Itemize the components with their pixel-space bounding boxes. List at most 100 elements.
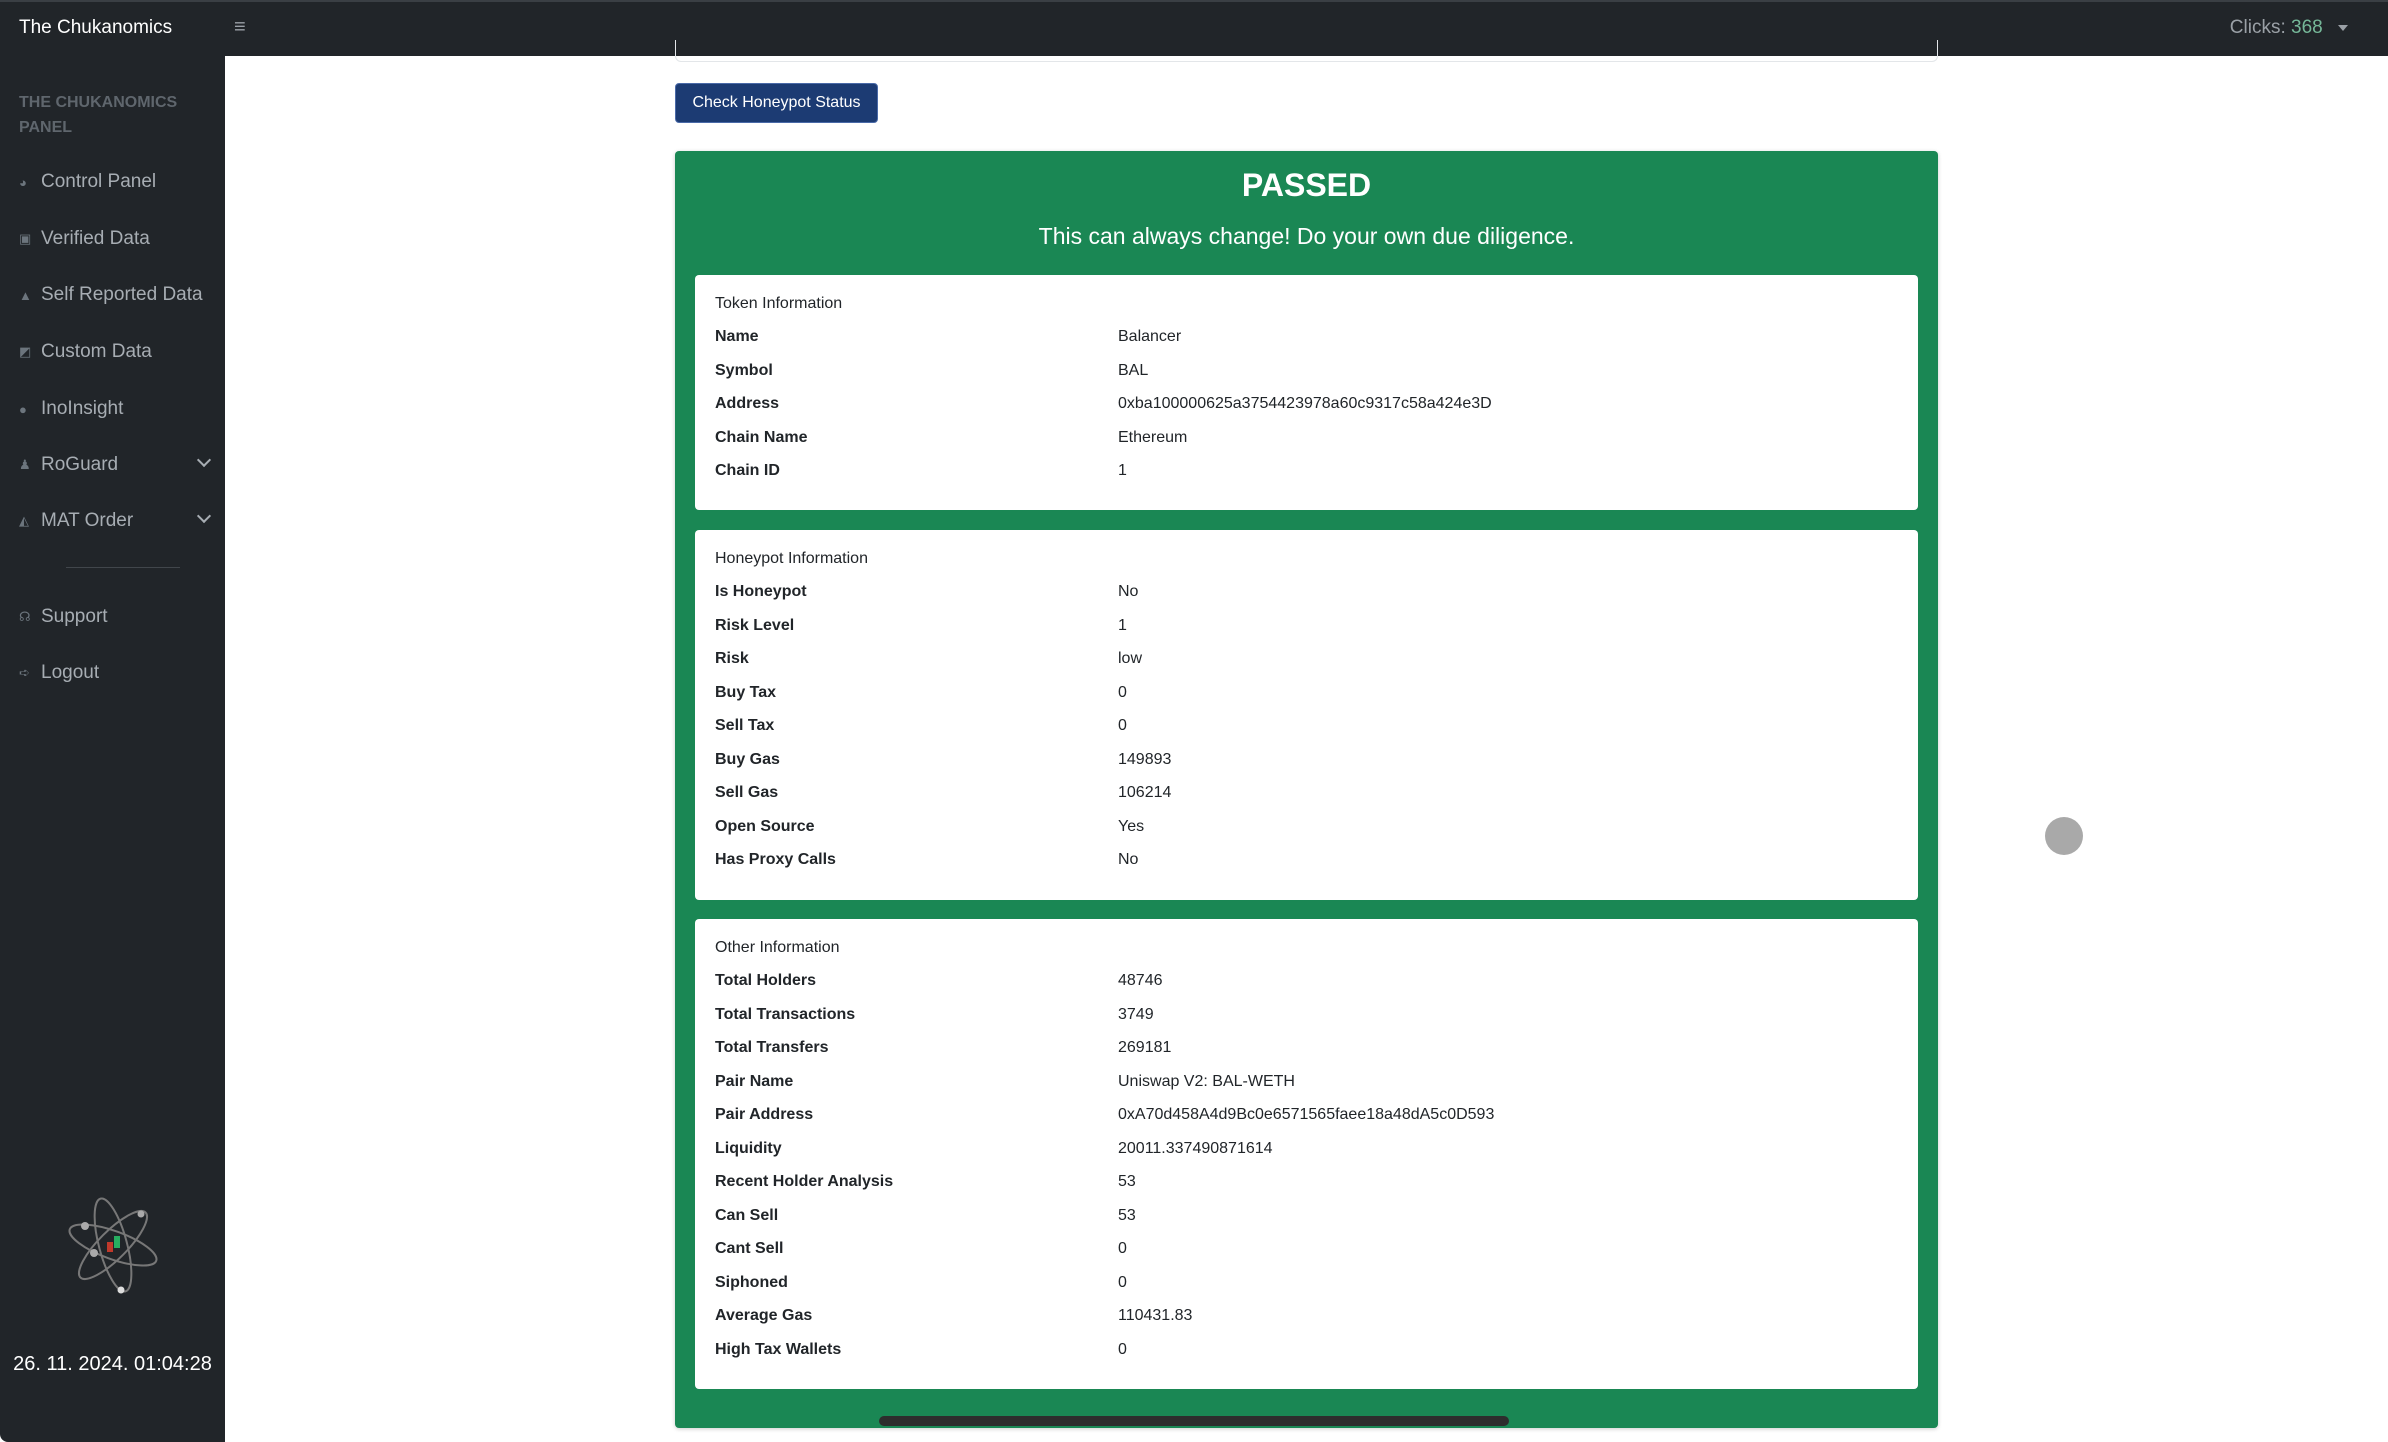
row-label: Siphoned [715, 1273, 788, 1291]
row-label: Cant Sell [715, 1240, 784, 1257]
info-row: Chain Name Ethereum [715, 421, 1898, 455]
info-row: Sell Tax 0 [715, 709, 1898, 743]
row-value: 20011.337490871614 [1118, 1139, 1273, 1157]
card-title: Token Information [715, 295, 843, 312]
info-row: Pair Name Uniswap V2: BAL-WETH [715, 1065, 1898, 1099]
row-label: Can Sell [715, 1206, 779, 1224]
sidebar-item-label: Verified Data [41, 228, 150, 249]
row-value: No [1118, 851, 1139, 868]
row-value: 3749 [1118, 1005, 1154, 1023]
row-label: Sell Tax [715, 717, 775, 734]
row-label: Total Transfers [715, 1039, 829, 1056]
logout-icon: ➪ [19, 665, 30, 680]
info-row: High Tax Wallets 0 [715, 1333, 1898, 1367]
dashboard-icon: ◕ [19, 174, 27, 190]
info-row: Chain ID 1 [715, 454, 1898, 488]
row-value: 53 [1118, 1173, 1136, 1190]
status-subtitle: This can always change! Do your own due … [1038, 223, 1575, 249]
info-row: Risk Level 1 [715, 609, 1898, 643]
info-row: Siphoned 0 [715, 1266, 1898, 1300]
sidebar-item-roguard[interactable]: ♟ RoGuard [19, 445, 212, 485]
sidebar-item-label: MAT Order [41, 510, 134, 531]
row-label: Liquidity [715, 1139, 782, 1157]
caret-down-icon [2338, 24, 2348, 31]
row-label: Pair Address [715, 1106, 814, 1123]
sidebar-item-self-reported-data[interactable]: ▲ Self Reported Data [19, 275, 209, 315]
card-title: Other Information [715, 939, 840, 956]
row-label: Pair Name [715, 1072, 794, 1090]
sidebar-item-control-panel[interactable]: ◕ Control Panel [19, 162, 209, 202]
row-value: 106214 [1118, 784, 1172, 801]
row-value: 0xA70d458A4d9Bc0e6571565faee18a48dA5c0D5… [1118, 1106, 1495, 1123]
info-row: Has Proxy Calls No [715, 843, 1898, 877]
info-row: Cant Sell 0 [715, 1232, 1898, 1266]
clicks-value: 368 [2291, 17, 2323, 38]
row-label: Name [715, 328, 759, 345]
row-label: Has Proxy Calls [715, 851, 836, 868]
row-value: 110431.83 [1118, 1307, 1193, 1324]
sidebar-item-support[interactable]: ☊ Support [19, 597, 209, 637]
row-value: Ethereum [1118, 428, 1188, 446]
row-label: Is Honeypot [715, 583, 807, 600]
input-card [675, 40, 1938, 62]
sidebar-item-custom-data[interactable]: ◩ Custom Data [19, 332, 209, 372]
datetime-display: 26. 11. 2024. 01:04:28 [13, 1353, 212, 1375]
info-row: Average Gas 110431.83 [715, 1299, 1898, 1333]
check-square-icon: ▣ [19, 231, 32, 246]
row-label: Average Gas [715, 1307, 813, 1324]
info-row: Name Balancer [715, 320, 1898, 354]
info-row: Address 0xba100000625a3754423978a60c9317c… [715, 387, 1898, 421]
sidebar-item-logout[interactable]: ➪ Logout [19, 653, 209, 693]
row-label: Risk [715, 650, 749, 667]
row-value: 0 [1118, 1240, 1127, 1257]
sidebar-item-mat-order[interactable]: ◭ MAT Order [19, 501, 212, 541]
row-label: Recent Holder Analysis [715, 1173, 894, 1190]
sidebar-divider [66, 567, 180, 568]
row-value: 269181 [1118, 1039, 1172, 1056]
sidebar-item-verified-data[interactable]: ▣ Verified Data [19, 219, 209, 259]
honeypot-information-card: Honeypot Information Is Honeypot No Risk Le… [695, 530, 1918, 900]
sidebar: THE CHUKANOMICS PANEL ◕ Control Panel ▣ Ver… [0, 56, 225, 1442]
sidebar-item-inoinsight[interactable]: ● InoInsight [19, 389, 209, 429]
row-value: No [1118, 583, 1139, 600]
row-value: 53 [1118, 1206, 1136, 1224]
menu-toggle-icon[interactable]: ≡ [234, 16, 246, 38]
user-shield-icon: ♟ [19, 457, 31, 472]
row-value: BAL [1118, 361, 1149, 379]
info-row: Symbol BAL [715, 354, 1898, 388]
row-value: 0xba100000625a3754423978a60c9317c58a424e… [1118, 395, 1492, 412]
info-row: Buy Gas 149893 [715, 743, 1898, 777]
row-value: 0 [1118, 1340, 1127, 1358]
atom-logo [68, 1197, 158, 1294]
brand-title[interactable]: The Chukanomics [19, 17, 173, 38]
row-label: Risk Level [715, 616, 795, 634]
info-row: Pair Address 0xA70d458A4d9Bc0e6571565faee… [715, 1098, 1898, 1132]
clicks-dropdown[interactable]: Clicks: 368 [2230, 17, 2348, 39]
sidebar-item-label: Self Reported Data [41, 284, 203, 305]
row-label: Sell Gas [715, 784, 779, 801]
row-value: 1 [1118, 616, 1127, 634]
token-information-card: Token Information Name Balancer Symbol BAL Ad… [695, 275, 1918, 510]
row-value: 0 [1118, 1273, 1127, 1291]
check-honeypot-button[interactable]: Check Honeypot Status [675, 83, 878, 123]
row-value: 0 [1118, 683, 1127, 701]
row-label: High Tax Wallets [715, 1340, 842, 1358]
row-label: Symbol [715, 361, 773, 379]
chevron-down-icon[interactable] [196, 508, 212, 524]
cursor-indicator [2045, 817, 2083, 855]
row-value: Uniswap V2: BAL-WETH [1118, 1072, 1295, 1090]
row-value: 1 [1118, 462, 1127, 479]
row-value: 0 [1118, 717, 1127, 734]
info-row: Total Transfers 269181 [715, 1031, 1898, 1065]
info-row: Total Transactions 3749 [715, 998, 1898, 1032]
chevron-down-icon[interactable] [196, 452, 212, 468]
info-row: Can Sell 53 [715, 1199, 1898, 1233]
row-value: 48746 [1118, 972, 1163, 989]
info-row: Total Holders 48746 [715, 964, 1898, 998]
info-row: Sell Gas 106214 [715, 776, 1898, 810]
sidebar-heading: THE CHUKANOMICS PANEL [19, 94, 178, 136]
info-row: Risk low [715, 642, 1898, 676]
info-row: Recent Holder Analysis 53 [715, 1165, 1898, 1199]
horizontal-scrollbar[interactable] [879, 1416, 1509, 1426]
card-title: Honeypot Information [715, 550, 868, 567]
